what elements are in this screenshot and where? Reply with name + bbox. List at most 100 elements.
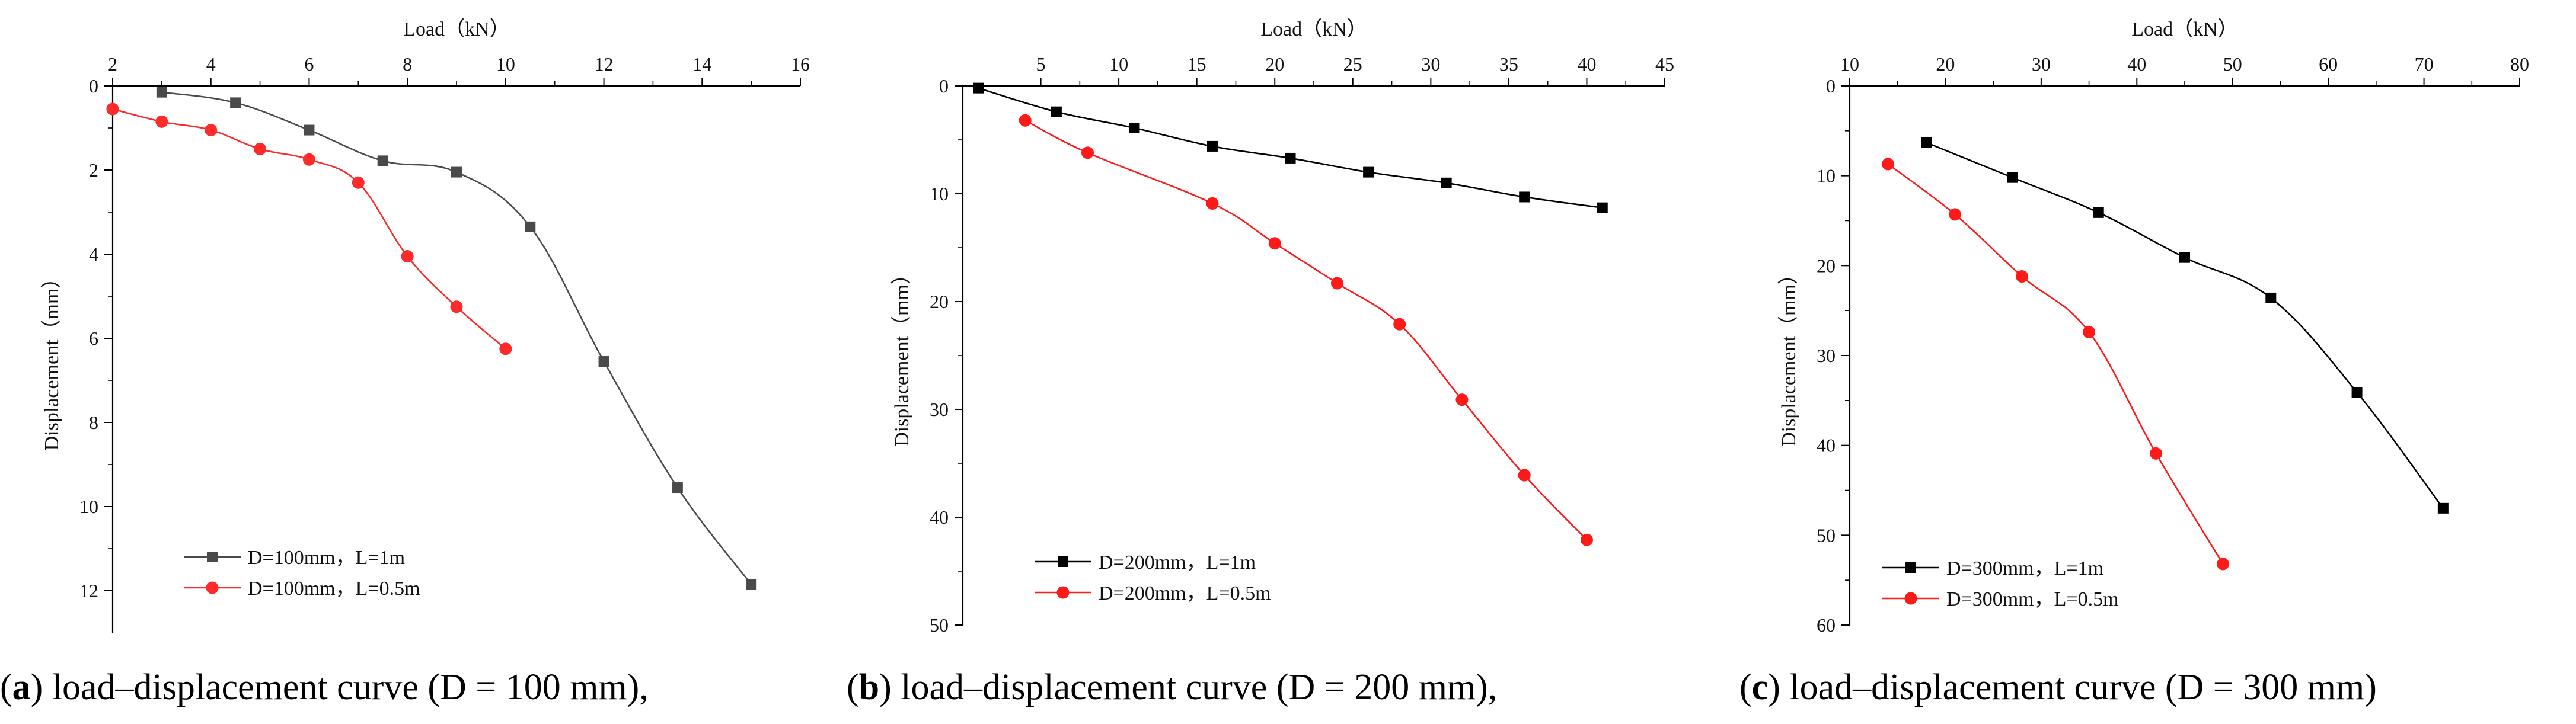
legend-marker-b-0 xyxy=(1058,556,1068,567)
y-tick-label-b-50: 50 xyxy=(930,614,949,636)
data-point-b-0-7 xyxy=(1519,191,1530,203)
legend-marker-a-0 xyxy=(207,552,218,562)
series-a-0 xyxy=(156,87,757,590)
data-point-b-1-6 xyxy=(1455,393,1469,406)
data-point-b-0-1 xyxy=(1051,106,1062,117)
data-point-c-1-1 xyxy=(1949,208,1962,221)
y-tick-label-a-8: 8 xyxy=(89,412,98,433)
caption-a-text: load–displacement curve (D = 100 mm), xyxy=(43,667,649,707)
x-tick-label-c-20: 20 xyxy=(1936,53,1955,75)
data-point-b-0-4 xyxy=(1285,152,1296,164)
data-point-c-1-3 xyxy=(2083,326,2096,339)
figure-captions: (a) load–displacement curve (D = 100 mm)… xyxy=(0,667,2377,707)
y-tick-label-c-60: 60 xyxy=(1817,614,1836,636)
data-point-a-0-7 xyxy=(672,482,683,494)
x-tick-label-c-10: 10 xyxy=(1840,53,1859,75)
caption-a-letter: a xyxy=(12,667,31,707)
y-tick-label-a-6: 6 xyxy=(89,328,98,349)
y-tick-label-a-2: 2 xyxy=(89,159,98,181)
y-tick-label-a-4: 4 xyxy=(89,244,98,265)
series-c-0 xyxy=(1921,137,2449,514)
data-point-a-1-4 xyxy=(302,153,315,166)
x-tick-label-b-30: 30 xyxy=(1421,53,1440,75)
data-point-a-0-8 xyxy=(746,579,757,590)
x-tick-label-a-14: 14 xyxy=(692,53,711,75)
x-tick-label-b-5: 5 xyxy=(1036,53,1046,75)
x-tick-label-c-70: 70 xyxy=(2415,53,2434,75)
caption-c-text: load–displacement curve (D = 300 mm) xyxy=(1780,667,2377,707)
series-a-1 xyxy=(106,102,512,355)
legend-marker-b-1 xyxy=(1056,586,1070,599)
data-point-a-1-1 xyxy=(155,115,168,128)
series-b-1 xyxy=(1019,114,1593,546)
data-point-c-0-0 xyxy=(1921,137,1932,148)
x-axis-title-b: Load（kN） xyxy=(1260,18,1367,40)
y-axis-title-a: Displacement（mm） xyxy=(40,268,63,451)
data-point-b-1-1 xyxy=(1081,146,1094,159)
legend-label-c-0: D=300mm，L=1m xyxy=(1946,558,2103,579)
x-tick-label-b-45: 45 xyxy=(1655,53,1674,75)
data-point-a-1-3 xyxy=(254,143,267,155)
series-line-b-0 xyxy=(978,87,1603,209)
y-tick-label-b-30: 30 xyxy=(930,399,949,420)
legend-label-b-1: D=200mm，L=0.5m xyxy=(1099,582,1271,604)
data-point-c-0-3 xyxy=(2179,252,2190,263)
x-axis-title-c: Load（kN） xyxy=(2131,18,2237,40)
data-point-c-1-5 xyxy=(2217,558,2230,571)
data-point-b-0-2 xyxy=(1129,122,1140,133)
y-axis-title-b: Displacement（mm） xyxy=(890,264,913,447)
data-point-b-1-4 xyxy=(1330,277,1343,290)
data-point-a-0-2 xyxy=(304,124,315,136)
caption-c: (c) load–displacement curve (D = 300 mm) xyxy=(1739,667,2377,707)
x-tick-label-c-50: 50 xyxy=(2223,53,2242,75)
data-point-a-1-7 xyxy=(450,300,463,313)
data-point-a-0-0 xyxy=(156,87,167,98)
chart-a-load-displacement-d100: 2 4 6 8 10 12 14 16024681012Load（kN）Displacemen… xyxy=(40,18,810,633)
data-point-b-1-7 xyxy=(1518,469,1531,482)
legend-label-a-1: D=100mm，L=0.5m xyxy=(248,578,420,600)
x-tick-label-a-12: 12 xyxy=(595,53,614,75)
chart-b-load-displacement-d200: 5 10 15 20 25 30 35 40 45 0 10 20 30 40 50 Load（kN） Disp… xyxy=(890,18,1674,636)
legend-marker-c-1 xyxy=(1904,592,1917,605)
caption-b-letter: b xyxy=(859,667,879,707)
data-point-a-1-2 xyxy=(205,124,218,137)
y-tick-label-a-10: 10 xyxy=(79,496,98,517)
y-tick-label-c-10: 10 xyxy=(1817,165,1836,187)
y-tick-label-c-20: 20 xyxy=(1817,255,1836,276)
x-tick-label-a-10: 10 xyxy=(496,53,515,75)
data-point-c-0-5 xyxy=(2351,387,2363,398)
legend-label-c-1: D=300mm，L=0.5m xyxy=(1946,588,2119,610)
y-tick-label-b-40: 40 xyxy=(930,507,949,528)
x-axis-title-a: Load（kN） xyxy=(403,18,509,40)
data-point-c-0-1 xyxy=(2007,172,2018,183)
data-point-a-0-4 xyxy=(451,166,462,178)
data-point-a-0-3 xyxy=(377,155,388,166)
chart-c-load-displacement-d300: 10 20 30 40 50 60 70 800102030405060Load（kN）Dis… xyxy=(1777,18,2529,636)
legend-c: D=300mm，L=1m D=300mm，L=0.5m xyxy=(1882,558,2119,610)
data-point-b-1-5 xyxy=(1393,318,1406,331)
data-point-b-0-6 xyxy=(1441,177,1452,188)
series-line-a-0 xyxy=(161,91,752,585)
series-line-a-1 xyxy=(112,108,506,350)
x-tick-label-a-16: 16 xyxy=(791,53,810,75)
y-tick-label-c-0: 0 xyxy=(1826,75,1836,97)
data-point-a-1-6 xyxy=(401,250,414,263)
data-point-c-1-4 xyxy=(2150,447,2163,460)
data-point-c-0-6 xyxy=(2437,502,2449,514)
caption-b: (b) load–displacement curve (D = 200 mm)… xyxy=(847,667,1497,707)
data-point-b-0-8 xyxy=(1597,202,1608,213)
data-point-c-1-0 xyxy=(1882,158,1895,171)
data-point-c-1-2 xyxy=(2016,270,2029,283)
data-point-a-0-5 xyxy=(525,221,536,232)
caption-a: (a) load–displacement curve (D = 100 mm)… xyxy=(0,667,649,707)
data-point-a-0-6 xyxy=(598,356,609,367)
legend-a: D=100mm，L=1m D=100mm，L=0.5m xyxy=(184,547,420,600)
x-tick-label-c-60: 60 xyxy=(2319,53,2338,75)
data-point-b-1-8 xyxy=(1580,533,1593,546)
x-tick-label-a-2: 2 xyxy=(108,53,117,75)
x-tick-label-b-40: 40 xyxy=(1577,53,1596,75)
caption-b-text: load–displacement curve (D = 200 mm), xyxy=(892,667,1498,707)
x-tick-label-b-10: 10 xyxy=(1109,53,1128,75)
data-point-b-0-5 xyxy=(1363,166,1374,178)
